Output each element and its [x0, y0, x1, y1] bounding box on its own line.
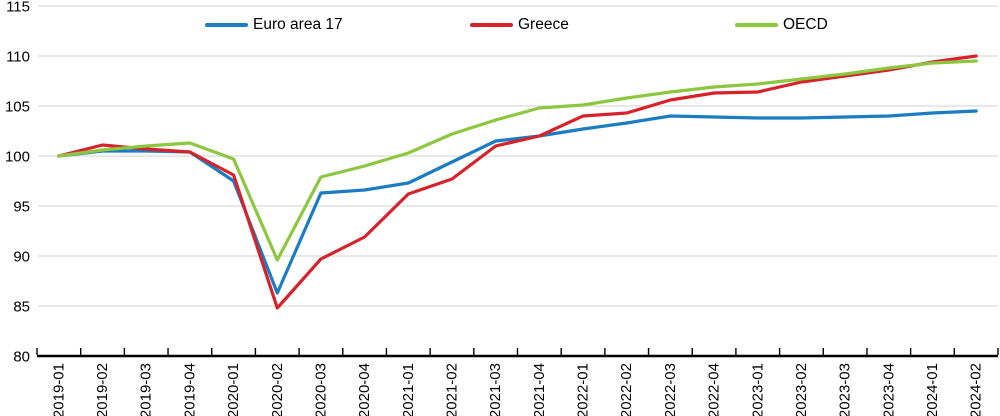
x-axis-label: 2022-01: [575, 363, 592, 416]
x-axis-label: 2021-02: [443, 363, 460, 416]
y-axis-label: 105: [5, 98, 30, 115]
x-axis-label: 2020-01: [225, 363, 242, 416]
x-axis-label: 2022-03: [662, 363, 679, 416]
x-axis-label: 2020-03: [312, 363, 329, 416]
series-line-greece: [57, 54, 978, 310]
x-axis-label: 2019-02: [94, 363, 111, 416]
x-axis-label: 2019-03: [138, 363, 155, 416]
x-axis-label: 2024-02: [968, 363, 985, 416]
x-axis-label: 2023-01: [749, 363, 766, 416]
series-line-oecd: [57, 59, 978, 262]
x-axis-label: 2020-04: [356, 363, 373, 416]
x-axis-label: 2024-01: [924, 363, 941, 416]
x-axis-label: 2023-04: [880, 363, 897, 416]
x-axis-label: 2022-04: [706, 363, 723, 416]
y-axis-label: 90: [13, 248, 30, 265]
y-axis-label: 85: [13, 298, 30, 315]
y-axis-label: 80: [13, 348, 30, 365]
x-axis-label: 2019-04: [181, 363, 198, 416]
x-axis-label: 2023-02: [793, 363, 810, 416]
x-axis-label: 2020-02: [269, 363, 286, 416]
x-axis-label: 2019-01: [50, 363, 67, 416]
x-axis-label: 2022-02: [618, 363, 635, 416]
y-axis-label: 115: [6, 0, 30, 15]
x-axis-label: 2021-03: [487, 363, 504, 416]
series-line-euro-area-17: [57, 109, 978, 295]
y-axis-label: 95: [13, 198, 30, 215]
x-axis-label: 2023-03: [837, 363, 854, 416]
x-axis-label: 2021-04: [531, 363, 548, 416]
x-axis-label: 2021-01: [400, 363, 417, 416]
y-axis-label: 100: [5, 148, 30, 165]
y-axis-label: 110: [6, 48, 30, 65]
